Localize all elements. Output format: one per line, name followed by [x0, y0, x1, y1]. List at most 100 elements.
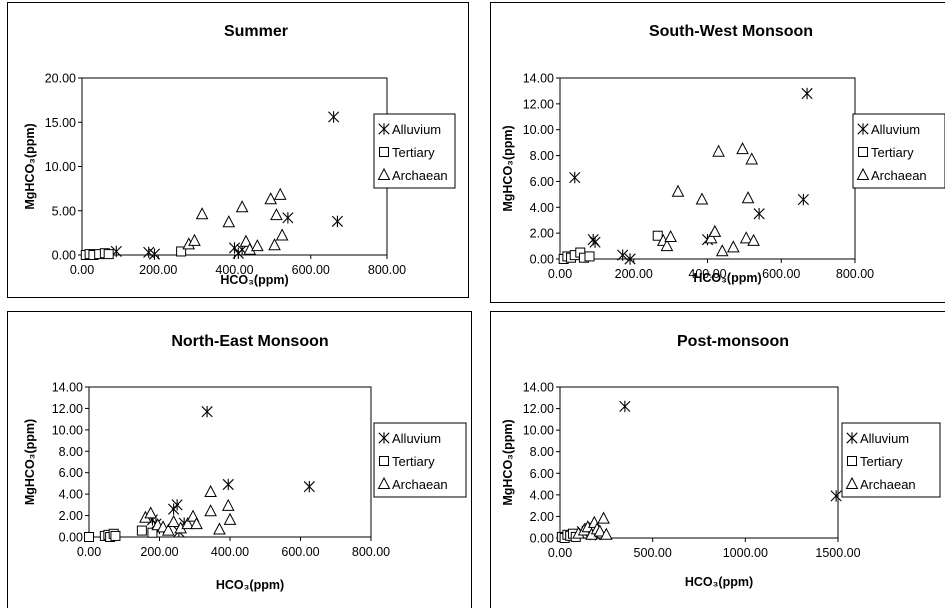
y-tick-label: 14.00 — [52, 381, 83, 395]
legend-label-tertiary: Tertiary — [392, 454, 435, 469]
point-archaean — [161, 523, 175, 536]
chart-title: Summer — [224, 23, 288, 40]
x-tick-label: 200.00 — [140, 545, 178, 559]
x-axis-label: HCO₃(ppm) — [693, 271, 761, 285]
point-archaean — [695, 192, 709, 205]
y-tick-label: 10.00 — [523, 123, 554, 137]
point-archaean — [671, 184, 685, 197]
point-alluvium — [797, 193, 809, 206]
point-alluvium — [201, 405, 213, 418]
point-alluvium — [222, 478, 234, 491]
point-archaean — [190, 517, 203, 530]
x-tick-label: 800.00 — [368, 263, 406, 277]
chart-title: Post-monsoon — [677, 333, 789, 350]
legend-marker-alluvium — [857, 123, 869, 135]
legend-label-alluvium: Alluvium — [860, 431, 909, 446]
legend-box — [841, 422, 941, 498]
point-archaean — [597, 511, 610, 524]
legend-label-alluvium: Alluvium — [871, 122, 920, 137]
y-tick-label: 15.00 — [45, 116, 76, 130]
point-alluvium — [282, 212, 294, 224]
legend-marker-alluvium — [378, 432, 390, 444]
point-tertiary — [110, 530, 121, 541]
legend-marker-archaean — [856, 167, 870, 180]
point-archaean — [213, 522, 226, 535]
legend-marker-archaean — [377, 167, 391, 180]
point-alluvium — [148, 248, 161, 260]
legend-marker-tertiary — [858, 147, 868, 157]
legend-label-tertiary: Tertiary — [871, 145, 914, 160]
y-tick-label: 8.00 — [530, 149, 554, 163]
point-archaean — [268, 238, 281, 251]
y-tick-label: 6.00 — [530, 467, 554, 481]
y-tick-label: 8.00 — [530, 445, 554, 459]
legend-label-archaean: Archaean — [392, 477, 448, 492]
point-archaean — [715, 244, 729, 257]
y-tick-label: 14.00 — [523, 72, 554, 86]
y-tick-label: 0.00 — [59, 531, 83, 545]
chart-panel-summer: Summer 0.00 5.00 10.00 15.00 20.00 0.00 200.00… — [7, 2, 469, 298]
plot-area — [559, 386, 839, 539]
point-archaean — [600, 527, 613, 540]
y-tick-label: 10.00 — [523, 424, 554, 438]
y-tick-label: 14.00 — [523, 381, 554, 395]
x-tick-label: 0.00 — [70, 263, 94, 277]
y-tick-label: 2.00 — [59, 509, 83, 523]
x-tick-label: 600.00 — [762, 267, 800, 281]
legend-label-archaean: Archaean — [871, 168, 927, 183]
y-tick-label: 10.00 — [45, 160, 76, 174]
legend-marker-alluvium — [378, 123, 390, 135]
y-tick-label: 4.00 — [530, 201, 554, 215]
point-archaean — [660, 238, 674, 252]
point-tertiary — [136, 525, 147, 536]
x-tick-label: 200.00 — [139, 263, 177, 277]
y-tick-label: 4.00 — [530, 488, 554, 502]
point-archaean — [195, 207, 209, 220]
y-tick-label: 12.00 — [523, 97, 554, 111]
x-tick-label: 500.00 — [634, 546, 672, 560]
point-alluvium — [624, 253, 636, 265]
legend-label-archaean: Archaean — [392, 168, 448, 183]
chart-panel-post-monsoon: Post-monsoon 0.00 2.00 4.00 6.00 8.00 10.00 12… — [490, 311, 945, 608]
x-tick-label: 800.00 — [836, 267, 874, 281]
point-archaean — [747, 233, 760, 246]
legend-box — [852, 113, 945, 189]
point-archaean — [704, 231, 718, 244]
point-alluvium — [753, 208, 765, 220]
y-tick-label: 0.00 — [530, 253, 554, 267]
point-archaean — [186, 509, 200, 522]
legend-marker-tertiary — [379, 147, 389, 157]
x-tick-label: 200.00 — [615, 267, 653, 281]
legend-label-tertiary: Tertiary — [392, 145, 435, 160]
point-archaean — [741, 191, 755, 204]
point-archaean — [222, 215, 236, 228]
point-alluvium — [619, 400, 631, 413]
y-axis-label: MgHCO₃(ppm) — [23, 123, 37, 209]
point-archaean — [708, 224, 722, 237]
x-tick-label: 0.00 — [548, 267, 572, 281]
point-archaean — [167, 514, 180, 527]
point-tertiary — [84, 532, 94, 542]
legend-marker-alluvium — [846, 432, 858, 444]
y-tick-label: 0.00 — [530, 532, 554, 546]
legend-label-alluvium: Alluvium — [392, 431, 441, 446]
legend-label-tertiary: Tertiary — [860, 454, 903, 469]
point-archaean — [188, 233, 201, 246]
point-archaean — [181, 517, 195, 530]
point-alluvium — [303, 480, 315, 493]
chart-title: South-West Monsoon — [649, 23, 813, 40]
point-archaean — [251, 239, 264, 252]
point-archaean — [739, 231, 753, 244]
x-axis-label: HCO₃(ppm) — [685, 575, 753, 589]
point-archaean — [736, 142, 749, 155]
point-archaean — [726, 240, 740, 253]
x-axis-label: HCO₃(ppm) — [220, 273, 288, 287]
y-tick-label: 6.00 — [530, 175, 554, 189]
legend-marker-archaean — [377, 476, 391, 489]
point-archaean — [204, 484, 217, 497]
y-axis-label: MgHCO₃(ppm) — [501, 125, 515, 211]
x-tick-label: 1000.00 — [723, 546, 768, 560]
point-tertiary — [103, 249, 114, 260]
point-tertiary — [584, 251, 595, 262]
x-tick-label: 600.00 — [281, 545, 319, 559]
